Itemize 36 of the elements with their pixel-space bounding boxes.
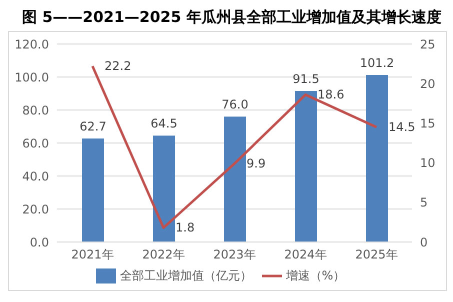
legend-label: 增速（%） <box>286 268 346 282</box>
data-label: 22.2 <box>104 59 132 74</box>
y2-tick-label: 5 <box>420 196 428 210</box>
bar <box>82 138 104 242</box>
bar <box>224 116 246 242</box>
data-label: 1.8 <box>176 220 195 235</box>
data-label: 18.6 <box>318 88 344 102</box>
x-tick-label: 2023年 <box>213 248 256 262</box>
data-label: 62.7 <box>80 120 106 134</box>
bar <box>295 91 317 242</box>
y-tick-label: 60.0 <box>22 136 49 150</box>
bar <box>153 136 175 242</box>
bar <box>366 75 388 242</box>
y2-tick-label: 25 <box>420 37 436 52</box>
legend-label: 全部工业增加值（亿元） <box>120 268 252 282</box>
y2-tick-label: 20 <box>420 76 436 91</box>
y-tick-label: 80.0 <box>22 103 49 118</box>
y-tick-label: 120.0 <box>14 37 49 52</box>
y2-tick-label: 10 <box>420 156 436 170</box>
chart-title: 图 5——2021—2025 年瓜州县全部工业增加值及其增长速度 <box>22 8 442 27</box>
x-tick-label: 2021年 <box>71 248 114 262</box>
y2-tick-label: 0 <box>420 235 428 250</box>
y-tick-label: 0.0 <box>30 235 49 250</box>
x-tick-label: 2022年 <box>142 248 185 262</box>
data-label: 64.5 <box>150 116 178 131</box>
y-tick-label: 20.0 <box>22 202 49 216</box>
data-label: 9.9 <box>246 156 266 171</box>
x-tick-label: 2025年 <box>355 248 398 262</box>
data-label: 76.0 <box>222 98 248 112</box>
x-tick-label: 2024年 <box>284 248 327 262</box>
y-tick-label: 100.0 <box>14 70 49 84</box>
data-label: 101.2 <box>360 56 394 70</box>
data-label: 91.5 <box>292 72 320 86</box>
y2-tick-label: 15 <box>420 116 436 130</box>
data-label: 14.5 <box>388 120 416 134</box>
y-tick-label: 40.0 <box>22 169 49 184</box>
